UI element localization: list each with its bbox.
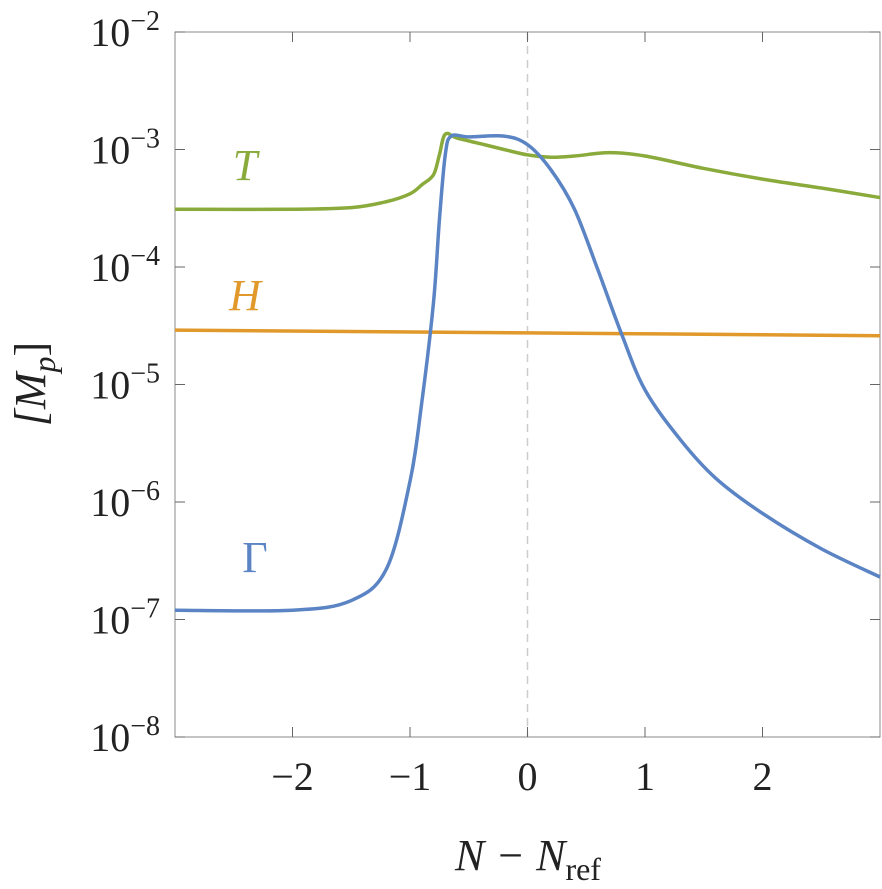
y-axis-label: [Mp] (6, 342, 62, 426)
y-tick-label: 10−6 (90, 476, 160, 525)
x-tick-label: 1 (635, 754, 655, 799)
series-label: T (233, 141, 261, 190)
y-tick-label: 10−7 (90, 594, 160, 643)
x-tick-label: 0 (518, 754, 538, 799)
series-line (174, 133, 881, 613)
y-tick-label: 10−2 (90, 6, 160, 55)
y-axis-label-end: ] (6, 342, 55, 357)
y-tick-label: 10−8 (90, 711, 160, 760)
x-axis-label-sub: ref (565, 851, 601, 887)
y-tick-label: 10−4 (90, 241, 160, 290)
x-axis-label-main: N − N (454, 831, 568, 880)
y-tick-label: 10−5 (90, 359, 160, 408)
series-label: H (228, 271, 263, 320)
x-axis-label: N − Nref (454, 831, 601, 887)
y-axis-label-main: [M (6, 370, 55, 426)
x-tick-label: −2 (271, 754, 314, 799)
series-line (174, 131, 881, 212)
series-label: Γ (242, 533, 267, 582)
y-tick-label: 10−3 (90, 124, 160, 173)
series-line (174, 328, 881, 338)
x-tick-label: −1 (389, 754, 432, 799)
x-tick-label: 2 (753, 754, 773, 799)
y-axis-label-sub: p (26, 356, 62, 374)
